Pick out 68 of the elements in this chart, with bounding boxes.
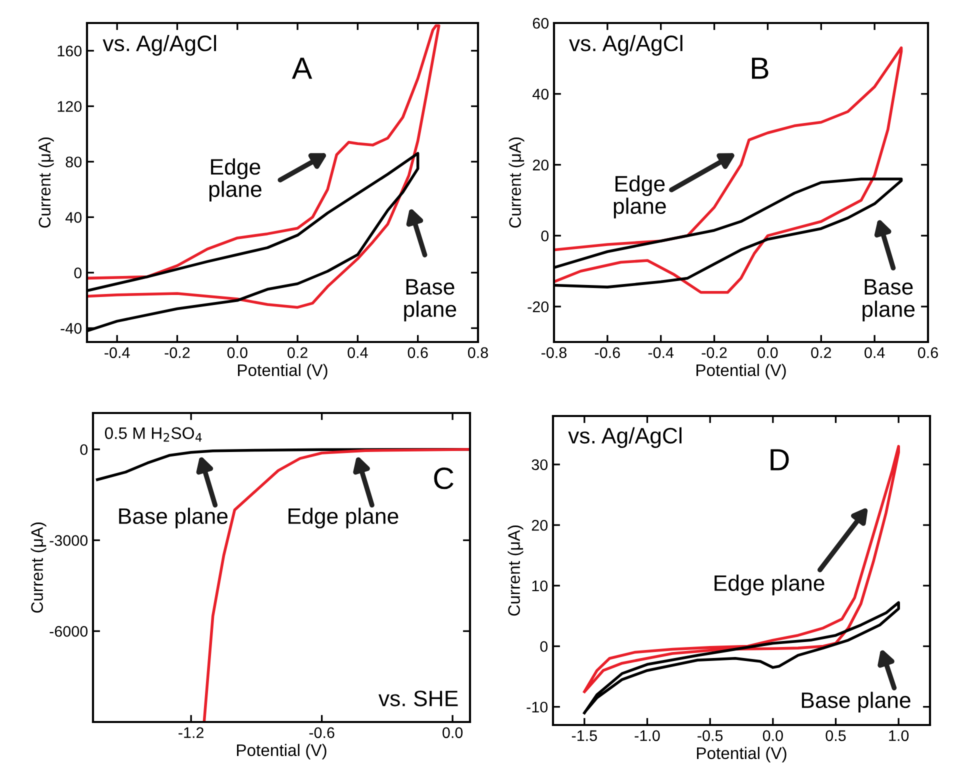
y-tick-label: 40	[532, 88, 549, 100]
x-tick-label: 0.6	[918, 347, 938, 358]
y-tick-label: -40	[60, 323, 82, 334]
x-tick-label: -0.2	[164, 347, 190, 358]
x-axis-title: Potential (V)	[696, 364, 786, 380]
annotation: Base plane	[404, 279, 456, 322]
annotation: Base plane	[802, 692, 910, 712]
y-tick-label: 0	[541, 230, 549, 242]
text: B	[752, 58, 768, 79]
y-tick-label: 10	[532, 580, 548, 592]
annotation: vs. Ag/AgCl	[568, 427, 682, 448]
x-tick-label: -1.2	[178, 727, 204, 738]
x-tick-label: 1.0	[889, 730, 909, 742]
x-tick-label: 0.8	[468, 347, 488, 358]
annotation: vs. Ag/AgCl	[569, 34, 682, 56]
x-tick-label: 0.0	[442, 727, 463, 738]
y-tick-label: 20	[532, 520, 548, 531]
x-tick-label: -0.6	[309, 727, 334, 738]
x-tick-label: 0.6	[408, 347, 428, 358]
annotation: Edge plane	[714, 574, 824, 596]
y-tick-label: -10	[526, 702, 548, 713]
y-tick-label: -20	[528, 301, 549, 312]
x-axis-title: Potential (V)	[697, 746, 786, 762]
x-tick-label: 0.0	[227, 347, 248, 358]
y-tick-label: 0	[74, 268, 82, 278]
annotation: Base plane	[119, 508, 228, 528]
annotation: Base plane	[862, 279, 915, 322]
annotation: Edge plane	[288, 508, 398, 528]
x-tick-label: 0.2	[288, 347, 308, 358]
annotation: Edge plane	[614, 175, 666, 218]
text: D	[770, 449, 789, 470]
y-tick-label: 40	[66, 212, 82, 223]
y-tick-label: 0	[80, 444, 88, 456]
x-tick-label: 0.2	[811, 347, 831, 358]
y-axis-title: Current (μA)	[508, 138, 524, 228]
x-tick-label: 0.4	[348, 347, 368, 358]
y-axis-title: Current (μA)	[38, 138, 54, 228]
text: A	[292, 58, 312, 79]
y-tick-label: 30	[532, 459, 548, 470]
annotation: Edge plane	[209, 158, 262, 202]
x-tick-label: -0.5	[698, 730, 723, 742]
x-axis-title: Potential (V)	[238, 364, 328, 380]
x-tick-label: -0.4	[104, 347, 130, 358]
x-axis-title: Potential (V)	[237, 744, 326, 760]
y-tick-label: 0	[540, 641, 548, 652]
x-tick-label: -0.4	[648, 347, 674, 358]
y-tick-label: 120	[58, 101, 82, 112]
y-tick-label: 60	[532, 18, 549, 29]
annotation: vs. SHE	[378, 690, 458, 706]
x-tick-label: 0.4	[864, 347, 885, 358]
x-tick-label: 0.5	[826, 730, 846, 742]
text: C	[434, 468, 454, 490]
x-tick-label: -0.2	[702, 347, 727, 358]
x-tick-label: 0.0	[762, 730, 783, 742]
x-tick-label: 0.0	[758, 347, 778, 358]
y-tick-label: 80	[66, 156, 82, 168]
x-tick-label: -0.6	[594, 347, 620, 358]
annotation: 0.5 M H$_{2}$SO$_{4}$	[104, 427, 202, 442]
y-tick-label: 20	[532, 160, 549, 170]
y-axis-title: Current (μA)	[508, 526, 524, 616]
x-tick-label: -1.5	[572, 730, 597, 742]
y-tick-label: 160	[58, 46, 82, 56]
y-tick-label: -3000	[50, 535, 88, 546]
annotation: vs. Ag/AgCl	[102, 34, 216, 56]
x-tick-label: -1.0	[634, 730, 660, 742]
x-tick-label: -0.8	[542, 347, 566, 358]
y-axis-title: Current (μA)	[30, 522, 46, 613]
y-tick-label: -6000	[50, 626, 88, 637]
